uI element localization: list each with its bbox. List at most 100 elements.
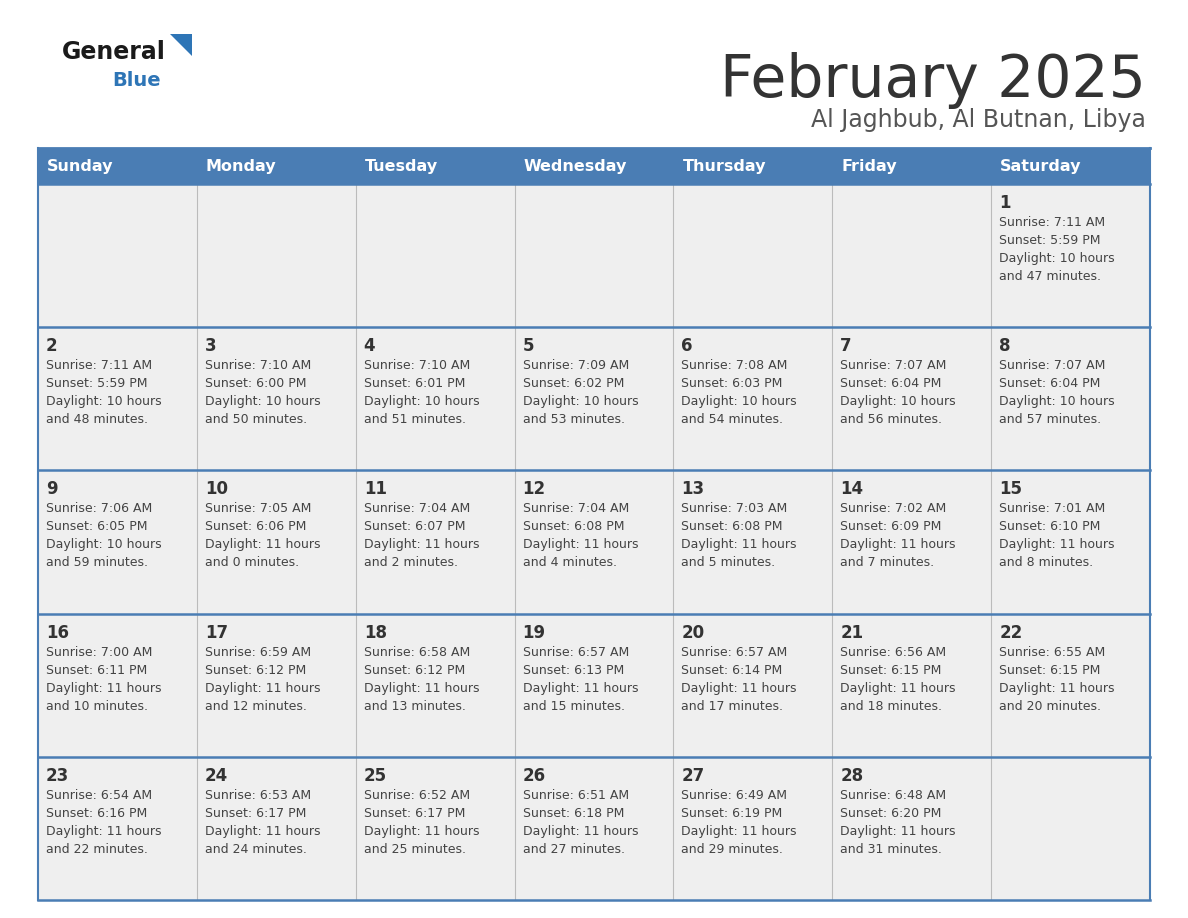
Bar [355,756,514,900]
Text: Sunrise: 7:00 AM: Sunrise: 7:00 AM [46,645,152,658]
Text: Sunset: 6:17 PM: Sunset: 6:17 PM [364,807,465,820]
Text: and 7 minutes.: and 7 minutes. [840,556,935,569]
Text: 24: 24 [204,767,228,785]
Text: Sunrise: 6:52 AM: Sunrise: 6:52 AM [364,789,469,801]
Bar [38,184,197,327]
Text: Sunset: 6:08 PM: Sunset: 6:08 PM [523,521,624,533]
Text: 15: 15 [999,480,1022,498]
Bar [991,613,1150,756]
Text: Daylight: 11 hours: Daylight: 11 hours [364,681,479,695]
Text: and 0 minutes.: and 0 minutes. [204,556,299,569]
Bar [355,327,514,470]
Text: Daylight: 10 hours: Daylight: 10 hours [999,252,1114,265]
Bar [514,756,674,900]
Text: 10: 10 [204,480,228,498]
Text: Sunset: 6:11 PM: Sunset: 6:11 PM [46,664,147,677]
Text: Sunday: Sunday [48,159,114,174]
Text: and 20 minutes.: and 20 minutes. [999,700,1101,712]
Text: Sunset: 6:15 PM: Sunset: 6:15 PM [840,664,942,677]
Text: 21: 21 [840,623,864,642]
Bar [674,148,833,184]
Text: Sunset: 6:10 PM: Sunset: 6:10 PM [999,521,1100,533]
Bar [833,327,991,470]
Text: and 50 minutes.: and 50 minutes. [204,413,307,426]
Bar [991,148,1150,184]
Text: 20: 20 [682,623,704,642]
Bar [833,184,991,327]
Text: Daylight: 11 hours: Daylight: 11 hours [364,538,479,552]
Bar [38,148,197,184]
Text: Al Jaghbub, Al Butnan, Libya: Al Jaghbub, Al Butnan, Libya [811,108,1146,132]
Bar [514,148,674,184]
Text: Sunrise: 7:02 AM: Sunrise: 7:02 AM [840,502,947,515]
Bar [197,184,355,327]
Bar [514,327,674,470]
Bar [833,148,991,184]
Text: Sunrise: 7:03 AM: Sunrise: 7:03 AM [682,502,788,515]
Text: 23: 23 [46,767,69,785]
Text: 4: 4 [364,337,375,355]
Text: Daylight: 11 hours: Daylight: 11 hours [999,681,1114,695]
Text: Sunrise: 7:06 AM: Sunrise: 7:06 AM [46,502,152,515]
Text: Wednesday: Wednesday [524,159,627,174]
Text: Daylight: 11 hours: Daylight: 11 hours [46,824,162,838]
Text: Daylight: 10 hours: Daylight: 10 hours [46,396,162,409]
Bar [833,756,991,900]
Text: and 5 minutes.: and 5 minutes. [682,556,776,569]
Text: 1: 1 [999,194,1011,212]
Text: Sunrise: 7:07 AM: Sunrise: 7:07 AM [999,359,1106,372]
Text: 25: 25 [364,767,387,785]
Text: 9: 9 [46,480,58,498]
Text: 19: 19 [523,623,545,642]
Text: and 51 minutes.: and 51 minutes. [364,413,466,426]
Bar [355,184,514,327]
Text: Daylight: 11 hours: Daylight: 11 hours [999,538,1114,552]
Bar [833,613,991,756]
Text: Sunset: 6:04 PM: Sunset: 6:04 PM [999,377,1100,390]
Bar [38,327,197,470]
Text: Daylight: 11 hours: Daylight: 11 hours [840,824,956,838]
Text: and 22 minutes.: and 22 minutes. [46,843,147,856]
Text: Sunrise: 7:11 AM: Sunrise: 7:11 AM [999,216,1105,229]
Text: Sunrise: 6:59 AM: Sunrise: 6:59 AM [204,645,311,658]
Text: 6: 6 [682,337,693,355]
Text: Sunrise: 7:01 AM: Sunrise: 7:01 AM [999,502,1105,515]
Bar [197,327,355,470]
Text: Sunrise: 7:08 AM: Sunrise: 7:08 AM [682,359,788,372]
Bar [991,184,1150,327]
Text: Sunrise: 7:10 AM: Sunrise: 7:10 AM [364,359,470,372]
Text: and 8 minutes.: and 8 minutes. [999,556,1093,569]
Text: Sunrise: 6:51 AM: Sunrise: 6:51 AM [523,789,628,801]
Text: Daylight: 11 hours: Daylight: 11 hours [204,538,321,552]
Text: and 13 minutes.: and 13 minutes. [364,700,466,712]
Bar [674,756,833,900]
Text: 2: 2 [46,337,58,355]
Bar [991,470,1150,613]
Text: and 12 minutes.: and 12 minutes. [204,700,307,712]
Text: Daylight: 10 hours: Daylight: 10 hours [999,396,1114,409]
Bar [197,756,355,900]
Text: Daylight: 11 hours: Daylight: 11 hours [682,681,797,695]
Text: and 53 minutes.: and 53 minutes. [523,413,625,426]
Bar [991,327,1150,470]
Text: Sunrise: 6:55 AM: Sunrise: 6:55 AM [999,645,1105,658]
Bar [674,327,833,470]
Text: and 2 minutes.: and 2 minutes. [364,556,457,569]
Text: 22: 22 [999,623,1023,642]
Text: Daylight: 11 hours: Daylight: 11 hours [364,824,479,838]
Bar [38,613,197,756]
Polygon shape [170,34,192,56]
Text: Sunset: 6:01 PM: Sunset: 6:01 PM [364,377,465,390]
Text: Daylight: 11 hours: Daylight: 11 hours [840,538,956,552]
Text: and 29 minutes.: and 29 minutes. [682,843,783,856]
Text: Sunset: 6:15 PM: Sunset: 6:15 PM [999,664,1100,677]
Text: Sunset: 6:02 PM: Sunset: 6:02 PM [523,377,624,390]
Text: Sunrise: 7:11 AM: Sunrise: 7:11 AM [46,359,152,372]
Bar [355,148,514,184]
Text: 28: 28 [840,767,864,785]
Text: Saturday: Saturday [1000,159,1081,174]
Text: Sunrise: 6:54 AM: Sunrise: 6:54 AM [46,789,152,801]
Text: Sunset: 6:05 PM: Sunset: 6:05 PM [46,521,147,533]
Bar [355,470,514,613]
Bar [514,613,674,756]
